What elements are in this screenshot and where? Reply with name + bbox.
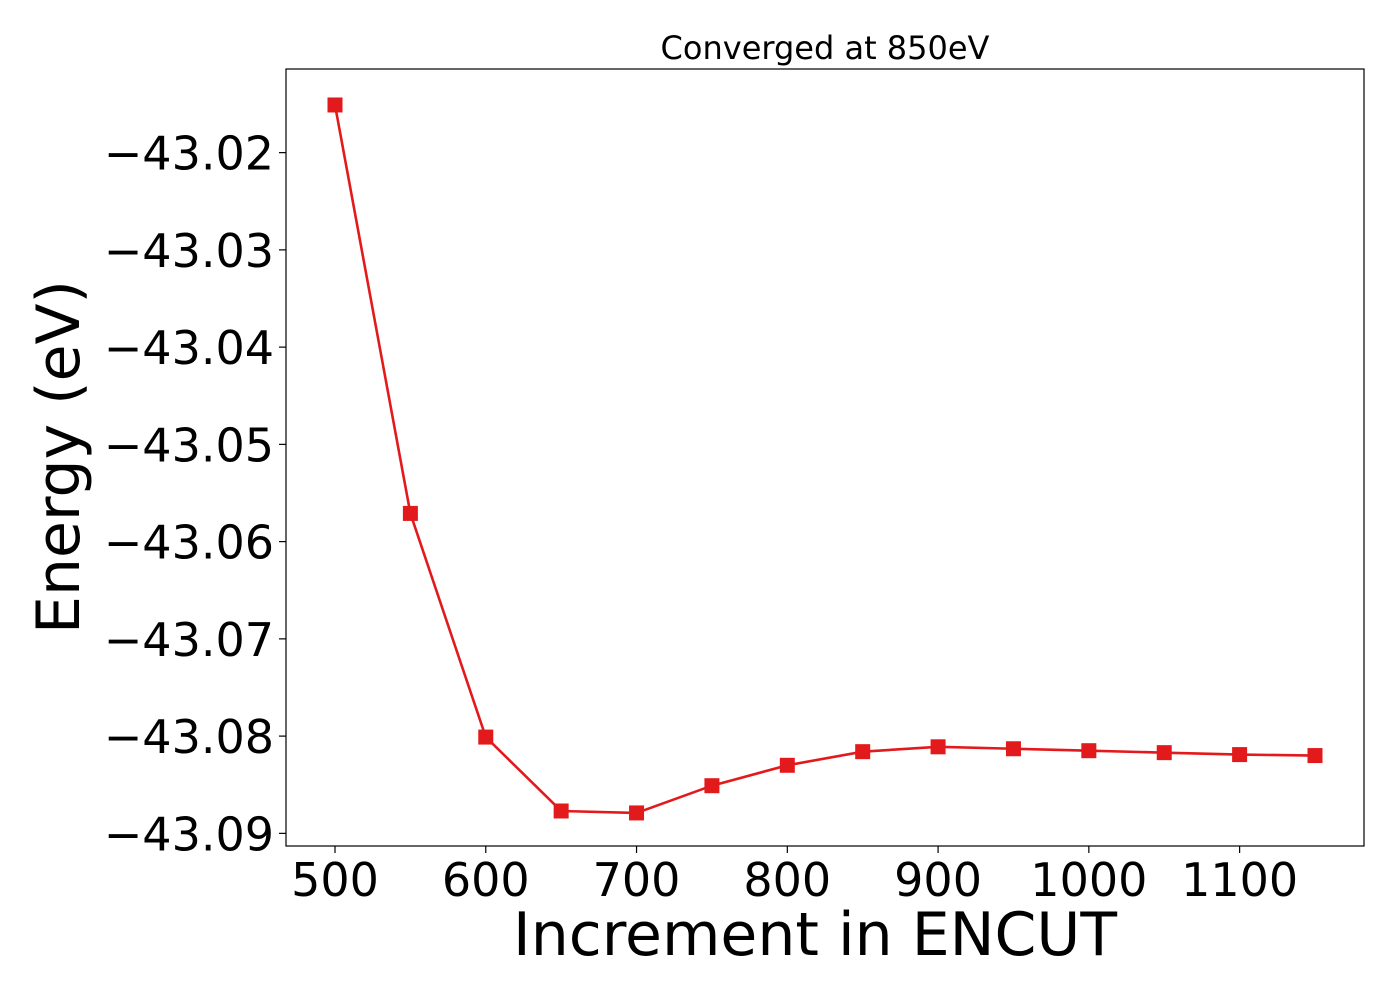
y-tick-label: −43.09 (104, 807, 274, 861)
chart-title: Converged at 850eV (661, 29, 990, 67)
x-tick-label: 900 (894, 853, 982, 907)
x-tick-label: 500 (291, 853, 379, 907)
data-point (779, 757, 795, 773)
y-tick-label: −43.02 (104, 127, 274, 181)
y-tick-label: −43.03 (104, 224, 274, 278)
data-point (1232, 747, 1248, 763)
series-layer (327, 97, 1323, 821)
x-axis: 500 600 700 800 900 1000 1100 (291, 846, 1298, 907)
y-tick-label: −43.04 (104, 321, 274, 375)
y-tick-label: −43.08 (104, 710, 274, 764)
x-tick-label: 600 (442, 853, 530, 907)
y-tick-label: −43.07 (104, 613, 274, 667)
data-point (327, 97, 343, 113)
data-point (704, 778, 720, 794)
x-axis-label: Increment in ENCUT (513, 900, 1117, 970)
data-point (402, 505, 418, 521)
data-point (1081, 743, 1097, 759)
data-point (478, 729, 494, 745)
x-tick-label: 1000 (1030, 853, 1147, 907)
plot-area (286, 69, 1364, 846)
data-point (855, 744, 871, 760)
y-tick-label: −43.05 (104, 418, 274, 472)
x-tick-label: 1100 (1181, 853, 1298, 907)
data-point (1307, 748, 1323, 764)
data-point (930, 739, 946, 755)
data-point (553, 803, 569, 819)
plot-frame (285, 68, 1365, 847)
x-tick-label: 800 (743, 853, 831, 907)
y-axis: −43.02 −43.03 −43.04 −43.05 −43.06 −43.07 −43.… (104, 127, 286, 861)
y-axis-label: Energy (eV) (24, 280, 94, 634)
data-point (629, 805, 645, 821)
series-line (333, 104, 1316, 815)
data-point (1156, 745, 1172, 761)
y-tick-label: −43.06 (104, 516, 274, 570)
data-point (1005, 741, 1021, 757)
x-tick-label: 700 (593, 853, 681, 907)
